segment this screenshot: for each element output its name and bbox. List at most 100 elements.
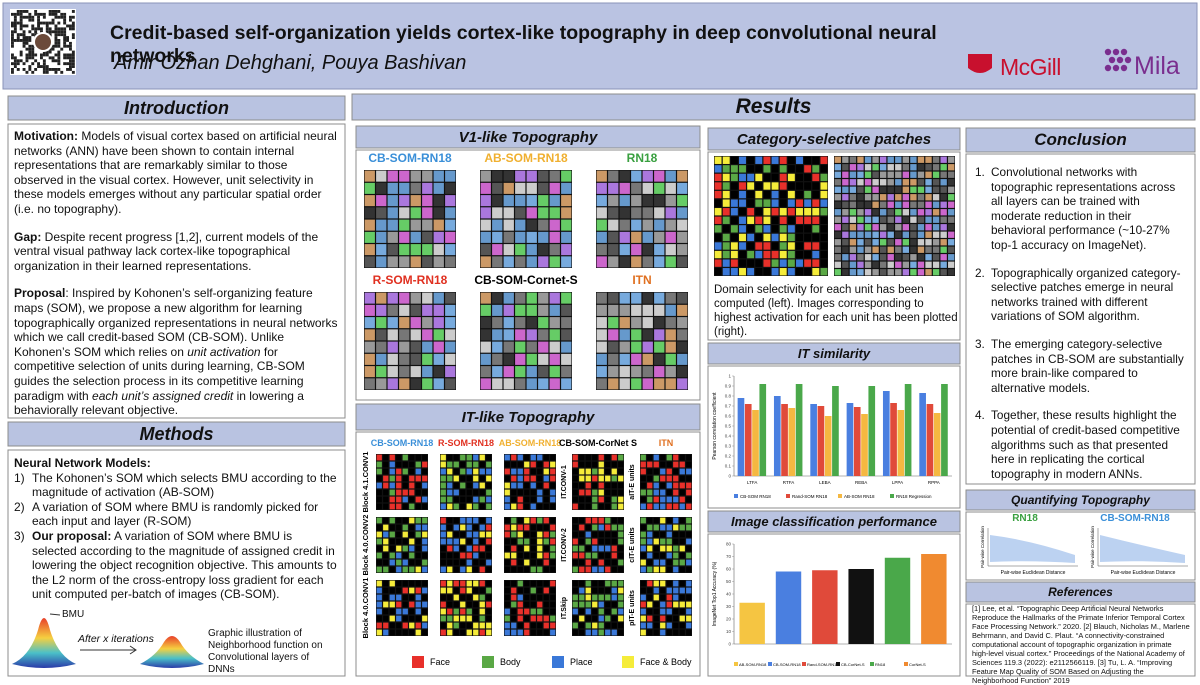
image-cell	[857, 216, 864, 223]
qr-cell	[19, 24, 23, 28]
image-cell	[654, 341, 665, 353]
image-cell	[804, 216, 812, 224]
image-cell	[479, 496, 485, 503]
image-cell	[812, 225, 820, 233]
qr-cell	[11, 12, 14, 16]
image-cell	[611, 559, 617, 566]
image-cell	[511, 552, 517, 559]
image-cell	[504, 552, 510, 559]
image-cell	[387, 366, 398, 378]
list-marker: 3.	[975, 336, 985, 351]
image-cell	[598, 454, 604, 461]
qr-cell	[57, 56, 61, 60]
qr-cell	[45, 53, 49, 57]
legend-swatch	[802, 662, 806, 666]
image-cell	[486, 552, 492, 559]
image-cell	[492, 170, 503, 182]
y-tick-label: 60	[726, 567, 732, 572]
qr-cell	[25, 10, 29, 13]
image-cell	[619, 317, 630, 329]
image-cell	[673, 503, 679, 510]
image-cell	[887, 179, 894, 186]
figure-caption: Graphic illustration of Neighborhood fun…	[208, 628, 323, 675]
image-cell	[787, 190, 795, 199]
image-cell	[812, 242, 820, 250]
image-cell	[747, 173, 755, 182]
image-cell	[511, 468, 517, 475]
image-cell	[849, 246, 857, 253]
image-cell	[895, 209, 902, 216]
image-cell	[453, 545, 459, 552]
panel-header	[707, 342, 961, 365]
image-cell	[940, 231, 947, 238]
image-cell	[686, 482, 692, 489]
image-cell	[409, 622, 415, 629]
image-cell	[550, 545, 556, 552]
image-cell	[834, 254, 841, 261]
logo-dot	[1124, 56, 1132, 64]
image-cell	[503, 207, 514, 219]
image-cell	[608, 170, 619, 182]
image-cell	[453, 587, 459, 594]
image-cell	[517, 524, 523, 531]
qr-cell	[28, 56, 32, 60]
image-cell	[879, 216, 887, 223]
image-cell	[677, 317, 688, 329]
image-cell	[849, 269, 857, 276]
image-cell	[537, 608, 543, 615]
image-cell	[511, 503, 517, 510]
image-cell	[550, 552, 556, 559]
image-cell	[585, 517, 591, 524]
image-cell	[804, 156, 812, 164]
image-cell	[640, 608, 646, 615]
list-text: The Kohonen’s SOM which selects BMU acco…	[32, 471, 340, 500]
image-cell	[453, 461, 459, 468]
image-cell	[473, 482, 479, 489]
x-tick-label: RTFA	[783, 480, 794, 485]
image-cell	[550, 517, 556, 524]
image-cell	[686, 587, 692, 594]
image-cell	[686, 566, 692, 573]
bar	[812, 570, 838, 644]
image-cell	[364, 244, 375, 256]
image-cell	[598, 608, 604, 615]
text-run: in lowering a behaviorally relevant obje…	[14, 388, 304, 418]
bar	[890, 403, 897, 476]
figure-label: BMU	[62, 609, 85, 620]
image-cell	[714, 190, 722, 199]
image-cell	[910, 254, 917, 261]
image-cell	[433, 341, 444, 353]
row-label: Block 4.1.CONV1	[361, 452, 370, 513]
image-cell	[376, 461, 382, 468]
image-cell	[389, 580, 395, 587]
image-cell	[660, 608, 666, 615]
image-cell	[834, 164, 841, 171]
image-cell	[422, 256, 433, 268]
qr-cell	[25, 47, 29, 51]
image-cell	[572, 454, 578, 461]
image-cell	[399, 304, 410, 316]
qr-cell	[71, 21, 75, 25]
image-cell	[673, 601, 679, 608]
image-cell	[550, 496, 556, 503]
image-cell	[820, 156, 828, 164]
image-cell	[608, 317, 619, 329]
image-cell	[872, 216, 879, 223]
image-cell	[910, 194, 917, 201]
image-cell	[618, 629, 624, 636]
row-label: Block 4.0.CONV2	[361, 515, 370, 576]
image-cell	[739, 165, 746, 173]
image-cell	[445, 219, 456, 231]
qr-cell	[16, 39, 20, 42]
image-cell	[640, 552, 646, 559]
logo-shield	[968, 54, 992, 73]
image-cell	[376, 524, 382, 531]
image-cell	[948, 254, 955, 261]
image-cell	[524, 587, 530, 594]
image-cell	[640, 587, 646, 594]
image-cell	[917, 209, 925, 216]
legend-swatch	[836, 662, 840, 666]
y-tick-label: 0.7	[725, 404, 732, 409]
qr-cell	[54, 59, 58, 63]
